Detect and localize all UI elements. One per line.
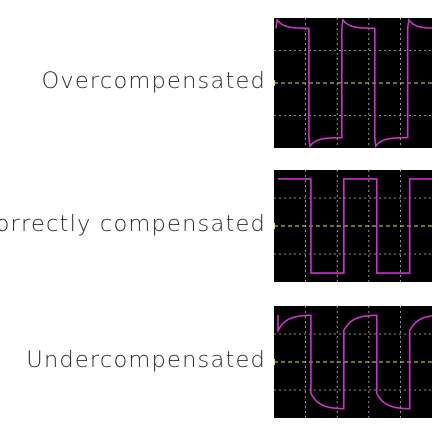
grid-lines — [274, 18, 432, 148]
panel-label: Correctly compensated — [0, 211, 266, 237]
grid-lines — [274, 306, 432, 418]
panel-overcompensated: Overcompensated — [0, 18, 447, 148]
panel-label: Undercompensated — [26, 347, 266, 373]
scope-screen — [274, 18, 432, 148]
panel-undercompensated: Undercompensated — [0, 306, 447, 418]
waveform-display — [274, 18, 432, 148]
panel-label: Overcompensated — [41, 68, 266, 94]
scope-screen — [274, 170, 432, 282]
signal-trace — [278, 178, 432, 274]
waveform-display — [274, 306, 432, 418]
signal-trace — [275, 18, 432, 148]
panel-correctly-compensated: Correctly compensated — [0, 170, 447, 282]
waveform-display — [274, 170, 432, 282]
grid-lines — [274, 170, 432, 282]
signal-trace — [277, 314, 432, 410]
scope-screen — [274, 306, 432, 418]
